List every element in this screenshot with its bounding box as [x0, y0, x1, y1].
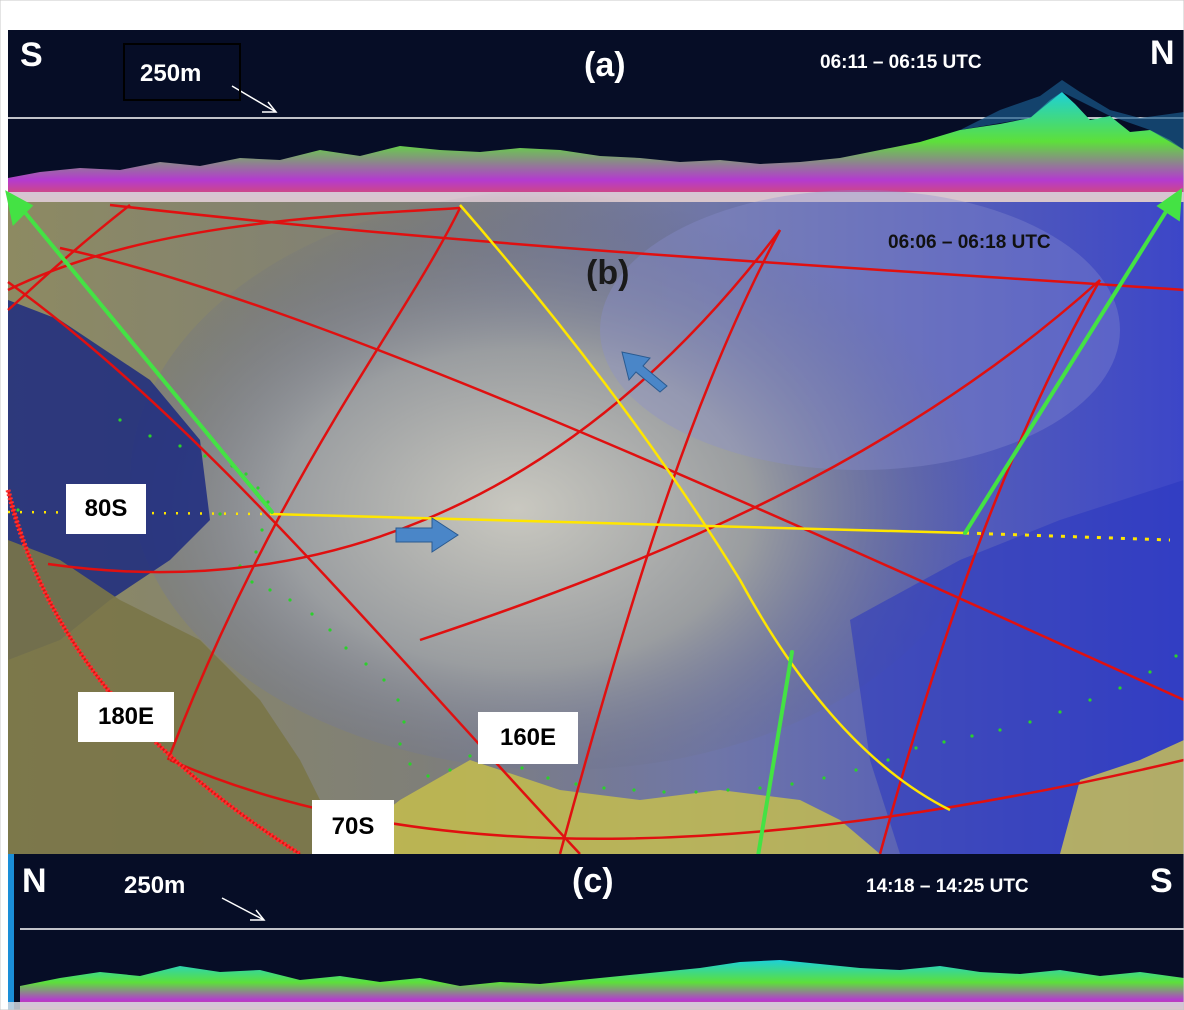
- latitude-line-70s: [169, 758, 1184, 841]
- pointer-c: [221, 897, 265, 921]
- profile-c-time: 14:18 – 14:25 UTC: [866, 876, 1029, 897]
- profile-a-direction-left: S: [20, 36, 43, 74]
- profile-c-letter: (c): [572, 862, 614, 900]
- arrow-to-profile-a-right: [963, 200, 1174, 535]
- profile-c-surface: [8, 1002, 1184, 1010]
- meridian-100e: [878, 279, 1102, 855]
- meridian-140e: [109, 203, 1184, 292]
- meridian-120e: [558, 229, 782, 855]
- label-70s: 70S: [312, 800, 394, 854]
- track-horizontal-dotted: [964, 531, 1171, 542]
- profile-c-direction-right: S: [1150, 862, 1173, 900]
- profile-a-letter: (a): [584, 46, 626, 84]
- profile-a-upper-echo: [960, 80, 1184, 150]
- sea-southeast: [850, 480, 1184, 854]
- meridian-200e: [166, 207, 462, 761]
- pointer-c-head: [250, 909, 266, 921]
- satellite-tracks: [269, 204, 966, 812]
- label-180e: 180E: [78, 692, 174, 742]
- profile-c-signal: [20, 960, 1184, 1010]
- label-80s: 80S: [66, 484, 146, 534]
- profile-a-time: 06:11 – 06:15 UTC: [820, 52, 982, 73]
- arrow-to-profile-c: [750, 650, 794, 894]
- height-label-a-frame: [123, 43, 241, 101]
- map-panel-letter: (b): [586, 254, 630, 292]
- arrow-to-profile-a-left: [16, 202, 274, 514]
- arrow-head-top-left: [5, 190, 34, 227]
- track-curved: [459, 204, 951, 812]
- ice-shelf-south: [330, 760, 880, 854]
- track-horizontal: [269, 512, 966, 535]
- map-panel-time: 06:06 – 06:18 UTC: [888, 232, 1051, 253]
- meridian-160e: [59, 246, 1184, 702]
- profile-c-height-label: 250m: [124, 872, 186, 899]
- profile-a-direction-right: N: [1150, 34, 1175, 72]
- ring-east: [419, 279, 1101, 642]
- motion-arrow-north: [621, 351, 668, 393]
- profile-a-signal: [8, 92, 1184, 202]
- latitude-line-outer: [6, 489, 301, 856]
- motion-arrow-east: [395, 517, 459, 553]
- land-southwest: [8, 540, 340, 854]
- arrow-head-top-right: [1156, 187, 1183, 222]
- profile-c-direction-left: N: [22, 862, 47, 900]
- pointer-a-head: [262, 101, 278, 113]
- profile-a-height-label: 250m: [140, 60, 202, 87]
- latitude-line-85s: [7, 204, 131, 311]
- cloud-area: [130, 190, 990, 770]
- label-160e: 160E: [478, 712, 578, 764]
- motion-arrows: [395, 351, 668, 553]
- land-southeast: [1060, 740, 1184, 854]
- coastline-dots: [16, 418, 1178, 794]
- profile-c-left-edge: [8, 854, 14, 1010]
